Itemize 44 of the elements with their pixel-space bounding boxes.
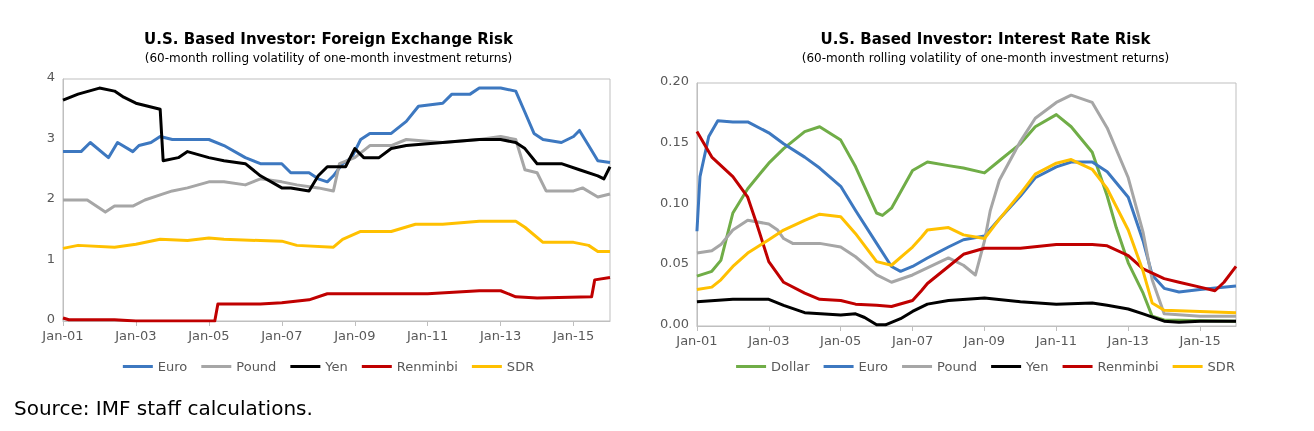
source-note: Source: IMF staff calculations. [14, 396, 313, 420]
legend-label: Euro [858, 359, 889, 374]
x-tick-label: Jan-03 [114, 328, 157, 343]
legend-label: SDR [506, 359, 535, 374]
y-tick-label: 4 [46, 69, 55, 84]
legend-label: Renminbi [1097, 359, 1159, 374]
x-tick-label: Jan-09 [962, 333, 1006, 348]
chart-subtitle: (60-month rolling volatility of one-month investment returns) [801, 51, 1170, 65]
legend-label: Pound [937, 359, 978, 374]
legend-label: Renminbi [396, 359, 458, 374]
legend-label: Euro [157, 359, 188, 374]
legend-label: SDR [1207, 359, 1235, 374]
x-tick-label: Jan-01 [41, 328, 84, 343]
y-tick-label: 1 [46, 250, 55, 266]
legend-label: Yen [324, 359, 348, 374]
y-tick-label: 0.05 [659, 255, 689, 271]
x-tick-label: Jan-07 [260, 328, 303, 343]
x-tick-label: Jan-07 [890, 333, 934, 348]
legend-label: Yen [1025, 359, 1049, 374]
y-tick-label: 0.20 [659, 73, 689, 88]
line-series [61, 219, 612, 253]
chart-subtitle: (60-month rolling volatility of one-month investment returns) [144, 51, 513, 65]
chart-title: U.S. Based Investor: Foreign Exchange Risk [144, 29, 514, 48]
x-tick-label: Jan-13 [1106, 333, 1149, 348]
x-tick-label: Jan-13 [479, 328, 522, 343]
y-tick-label: 3 [46, 129, 55, 145]
x-tick-label: Jan-11 [1034, 333, 1077, 348]
legend-label: Pound [236, 359, 277, 374]
legend-label: Dollar [771, 359, 811, 374]
x-tick-label: Jan-15 [551, 328, 595, 343]
x-tick-label: Jan-05 [819, 333, 862, 348]
y-tick-label: 0.00 [659, 316, 689, 331]
x-tick-label: Jan-11 [406, 328, 449, 343]
line-series [695, 158, 1238, 315]
y-tick-label: 0.15 [659, 133, 689, 149]
x-tick-label: Jan-15 [1178, 333, 1221, 348]
x-tick-label: Jan-09 [333, 328, 376, 343]
chart-title: U.S. Based Investor: Interest Rate Risk [820, 29, 1152, 48]
y-tick-label: 0 [46, 311, 55, 326]
x-tick-label: Jan-05 [187, 328, 230, 343]
x-tick-label: Jan-01 [675, 333, 718, 348]
x-tick-label: Jan-03 [747, 333, 790, 348]
y-tick-label: 0.10 [659, 194, 689, 210]
y-tick-label: 2 [46, 190, 55, 205]
